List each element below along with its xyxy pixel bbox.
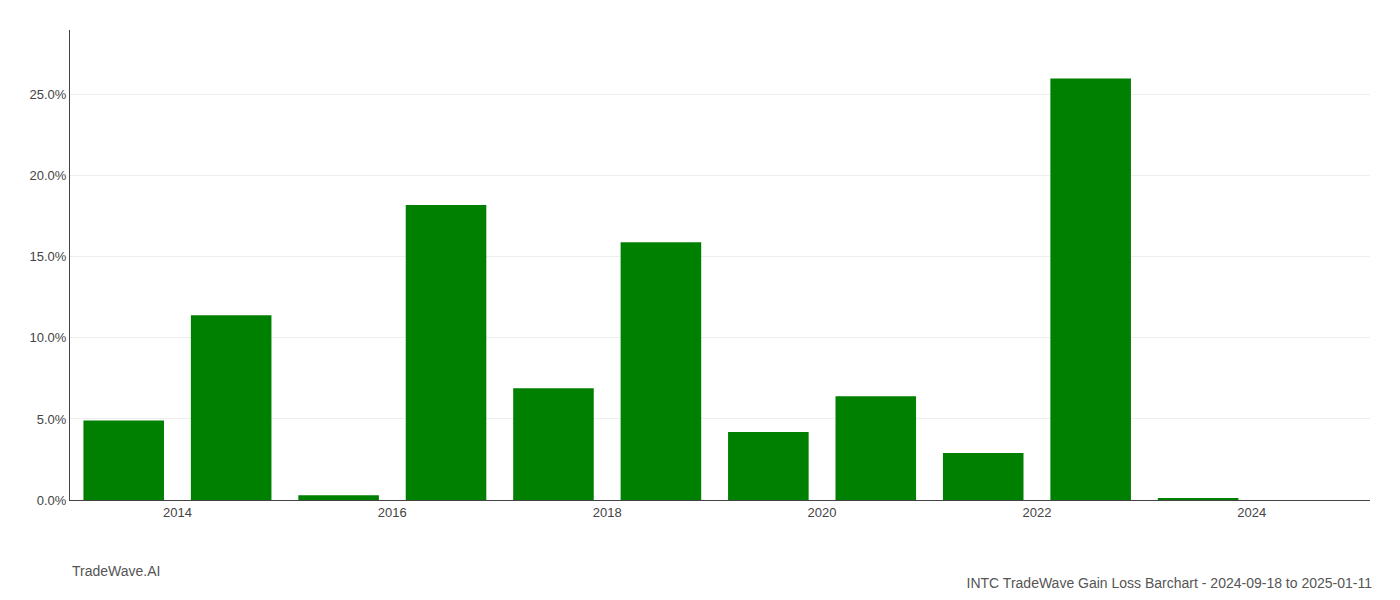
svg-text:INTC TradeWave Gain Loss Barch: INTC TradeWave Gain Loss Barchart - 2024… [967, 575, 1373, 591]
svg-text:2022: 2022 [1022, 505, 1051, 520]
svg-text:25.0%: 25.0% [30, 87, 67, 102]
svg-text:20.0%: 20.0% [30, 168, 67, 183]
svg-text:0.0%: 0.0% [37, 493, 67, 508]
svg-text:TradeWave.AI: TradeWave.AI [72, 563, 160, 579]
svg-text:5.0%: 5.0% [37, 412, 67, 427]
svg-text:2014: 2014 [163, 505, 192, 520]
svg-text:2018: 2018 [593, 505, 622, 520]
svg-text:2020: 2020 [808, 505, 837, 520]
svg-text:2016: 2016 [378, 505, 407, 520]
svg-text:15.0%: 15.0% [30, 249, 67, 264]
svg-text:10.0%: 10.0% [30, 330, 67, 345]
svg-text:2024: 2024 [1237, 505, 1266, 520]
